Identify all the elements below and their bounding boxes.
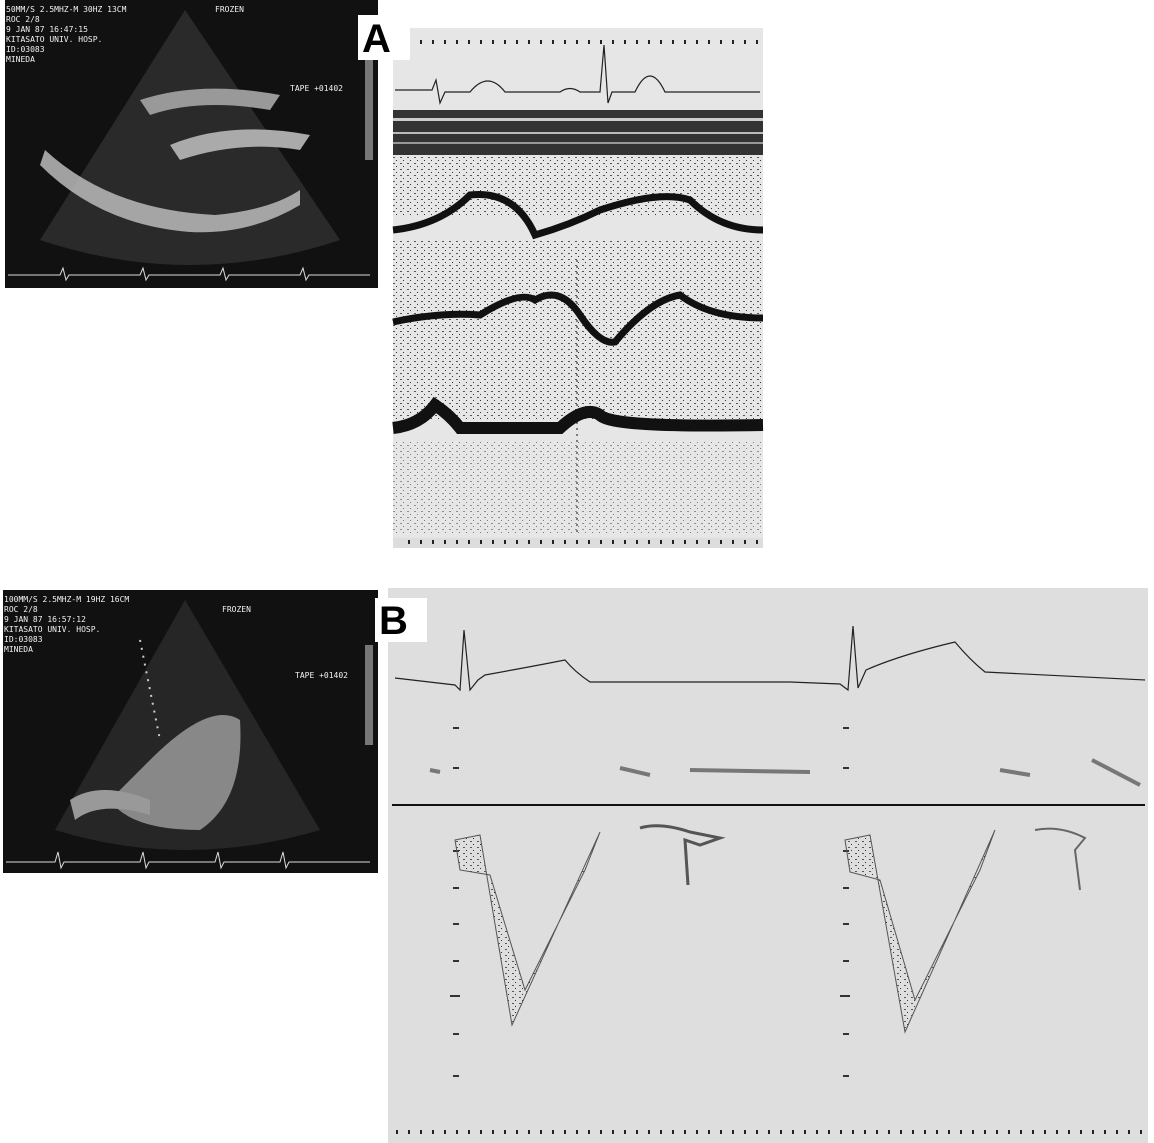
echo-name: MINEDA bbox=[6, 55, 35, 64]
echo-hospital: KITASATO UNIV. HOSP. bbox=[4, 625, 100, 634]
echo-image-a: 50MM/S 2.5MHZ-M 30HZ 13CM FROZEN ROC 2/8… bbox=[5, 0, 378, 288]
echo-tape: TAPE +01402 bbox=[295, 671, 348, 680]
echo-id: ID:03083 bbox=[6, 45, 45, 54]
doppler-b bbox=[388, 588, 1148, 1143]
echo-status: FROZEN bbox=[222, 605, 251, 614]
echo-id: ID:03083 bbox=[4, 635, 43, 644]
echo-date: 9 JAN 87 16:57:12 bbox=[4, 615, 86, 624]
echo-hospital: KITASATO UNIV. HOSP. bbox=[6, 35, 102, 44]
echo-image-b: 100MM/S 2.5MHZ-M 19HZ 16CM FROZEN ROC 2/… bbox=[3, 590, 378, 873]
echo-settings: 100MM/S 2.5MHZ-M 19HZ 16CM bbox=[4, 595, 129, 604]
panel-label: B bbox=[379, 599, 408, 643]
panel-label: A bbox=[362, 17, 391, 61]
echo-name: MINEDA bbox=[4, 645, 33, 654]
echo-settings: 50MM/S 2.5MHZ-M 30HZ 13CM bbox=[6, 5, 127, 14]
echo-roc: ROC 2/8 bbox=[4, 605, 38, 614]
m-mode-a bbox=[392, 28, 764, 548]
echo-status: FROZEN bbox=[215, 5, 244, 14]
echo-date: 9 JAN 87 16:47:15 bbox=[6, 25, 88, 34]
echo-tape: TAPE +01402 bbox=[290, 84, 343, 93]
echo-roc: ROC 2/8 bbox=[6, 15, 40, 24]
